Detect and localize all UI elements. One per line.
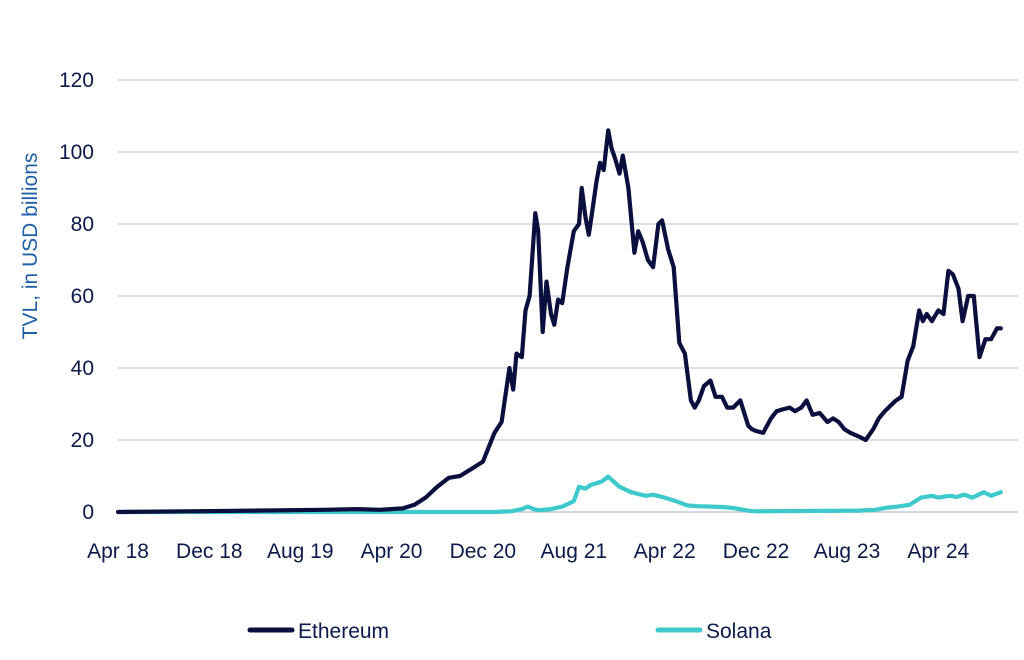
x-tick-label: Apr 24 — [907, 540, 969, 563]
x-tick-labels: Apr 18 Dec 18 Aug 19 Apr 20 Dec 20 Aug 21 Apr … — [87, 540, 969, 563]
series-line-solana — [115, 474, 1003, 515]
x-tick-label: Aug 23 — [814, 540, 881, 563]
x-tick-label: Dec 20 — [450, 540, 517, 563]
x-tick-label: Apr 18 — [87, 540, 149, 563]
y-axis-label: TVL, in USD billions — [19, 153, 42, 340]
x-tick-label: Aug 21 — [541, 540, 608, 563]
series-lines — [115, 128, 1003, 515]
legend-label-solana: Solana — [706, 620, 772, 643]
y-tick-label: 100 — [59, 141, 94, 164]
y-tick-label: 120 — [59, 69, 94, 92]
y-tick-labels: 0 20 40 60 80 100 120 — [59, 69, 94, 524]
series-line-ethereum — [115, 128, 1003, 515]
y-tick-label: 80 — [71, 213, 94, 236]
grid-lines — [118, 79, 1018, 513]
y-tick-label: 40 — [71, 357, 94, 380]
x-tick-label: Apr 20 — [361, 540, 423, 563]
y-tick-label: 0 — [82, 501, 94, 524]
x-tick-label: Aug 19 — [267, 540, 334, 563]
legend: Ethereum Solana — [247, 620, 772, 643]
legend-label-ethereum: Ethereum — [298, 620, 389, 643]
y-tick-label: 60 — [71, 285, 94, 308]
y-tick-label: 20 — [71, 429, 94, 452]
x-tick-label: Apr 22 — [634, 540, 696, 563]
x-tick-label: Dec 18 — [176, 540, 243, 563]
x-tick-label: Dec 22 — [723, 540, 790, 563]
